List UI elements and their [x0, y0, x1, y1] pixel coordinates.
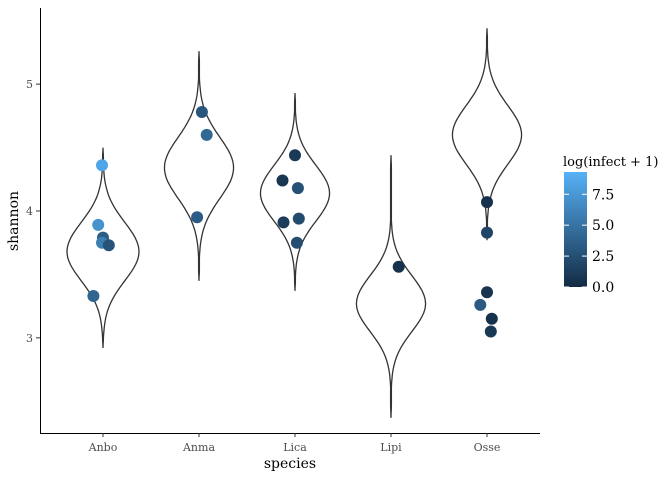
- x-tick-label-anma: Anma: [182, 441, 215, 454]
- data-point: [277, 216, 290, 229]
- legend-title: log(infect + 1): [563, 155, 658, 170]
- y-axis-title: shannon: [6, 191, 22, 251]
- colorbar-legend: log(infect + 1) 0.0 2.5 5.0 7.5: [563, 155, 658, 296]
- point-layer: [87, 106, 498, 338]
- x-axis-ticks: Anbo Anma Lica Lipi Osse: [88, 433, 501, 454]
- data-point: [289, 149, 301, 162]
- colorbar-tick-label: 7.5: [592, 187, 614, 203]
- data-point: [290, 236, 303, 249]
- colorbar-tick-label: 5.0: [592, 218, 614, 234]
- data-point: [484, 325, 497, 338]
- data-point: [87, 290, 100, 302]
- data-point: [191, 211, 204, 224]
- data-point: [96, 159, 108, 172]
- data-point: [102, 239, 115, 252]
- data-point: [474, 298, 487, 311]
- x-axis-title: species: [264, 456, 316, 472]
- y-tick-label: 5: [26, 78, 33, 91]
- data-point: [481, 196, 493, 209]
- y-axis-ticks: 3 4 5: [26, 78, 40, 345]
- data-point: [392, 260, 405, 273]
- y-tick-label: 3: [26, 332, 33, 345]
- data-point: [481, 286, 493, 299]
- data-point: [485, 312, 498, 325]
- colorbar-tick-label: 2.5: [592, 249, 614, 265]
- data-point: [292, 212, 305, 225]
- x-tick-label-anbo: Anbo: [88, 441, 118, 454]
- data-point: [195, 106, 208, 118]
- violin-lica: [259, 92, 331, 291]
- data-point: [291, 182, 304, 195]
- violin-lipi: [355, 155, 427, 418]
- data-point: [481, 226, 493, 239]
- data-point: [200, 128, 213, 141]
- violin-anma: [163, 51, 235, 281]
- violin-anbo: [66, 147, 140, 349]
- x-tick-label-lica: Lica: [283, 441, 307, 454]
- y-tick-label: 4: [26, 205, 33, 218]
- violin-osse: [451, 28, 523, 241]
- violin-layer: [66, 28, 523, 418]
- colorbar: [564, 172, 587, 287]
- data-point: [276, 174, 289, 187]
- colorbar-tick-label: 0.0: [592, 280, 614, 296]
- data-point: [92, 218, 105, 231]
- colorbar-ticks: 0.0 2.5 5.0 7.5: [564, 187, 614, 296]
- x-tick-label-osse: Osse: [474, 441, 501, 454]
- x-tick-label-lipi: Lipi: [380, 441, 402, 454]
